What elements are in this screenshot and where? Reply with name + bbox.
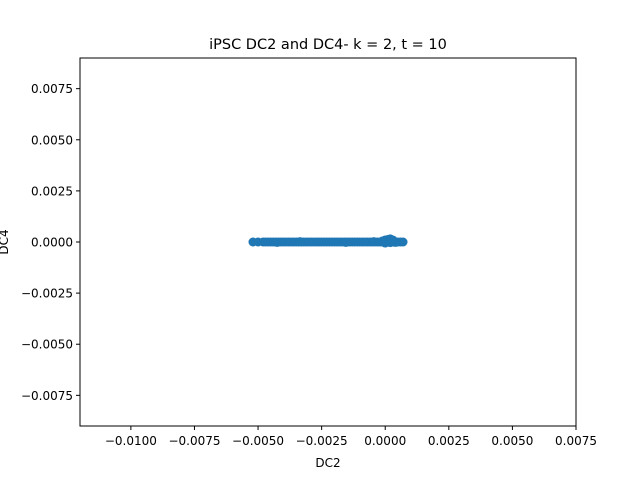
y-axis: −0.0075 −0.0050 −0.0025 0.0000 0.0025 0.0050 0… xyxy=(21,82,80,403)
points-layer xyxy=(248,234,408,248)
x-tick-label: 0.0050 xyxy=(491,434,533,448)
x-tick-label: −0.0050 xyxy=(232,434,284,448)
x-tick-label: 0.0075 xyxy=(555,434,597,448)
data-point xyxy=(390,237,400,247)
data-point xyxy=(341,237,351,247)
data-point xyxy=(272,237,282,247)
x-tick-label: 0.0025 xyxy=(428,434,470,448)
y-tick-label: −0.0050 xyxy=(21,338,73,352)
x-tick-label: −0.0100 xyxy=(105,434,157,448)
data-point xyxy=(398,237,408,247)
y-tick-label: 0.0025 xyxy=(31,184,73,198)
y-tick-label: 0.0075 xyxy=(31,82,73,96)
chart-title: iPSC DC2 and DC4- k = 2, t = 10 xyxy=(209,37,447,53)
y-tick-label: −0.0025 xyxy=(21,287,73,301)
data-point xyxy=(369,237,379,247)
x-axis-label: DC2 xyxy=(315,456,340,470)
x-tick-label: −0.0025 xyxy=(296,434,348,448)
x-axis: −0.0100 −0.0075 −0.0050 −0.0025 0.0000 0.0025… xyxy=(105,426,597,448)
x-tick-label: −0.0075 xyxy=(168,434,220,448)
y-tick-label: 0.0000 xyxy=(31,236,73,250)
y-tick-label: 0.0050 xyxy=(31,133,73,147)
y-tick-label: −0.0075 xyxy=(21,389,73,403)
data-point xyxy=(295,237,305,247)
x-tick-label: 0.0000 xyxy=(364,434,406,448)
y-axis-label: DC4 xyxy=(0,229,11,254)
